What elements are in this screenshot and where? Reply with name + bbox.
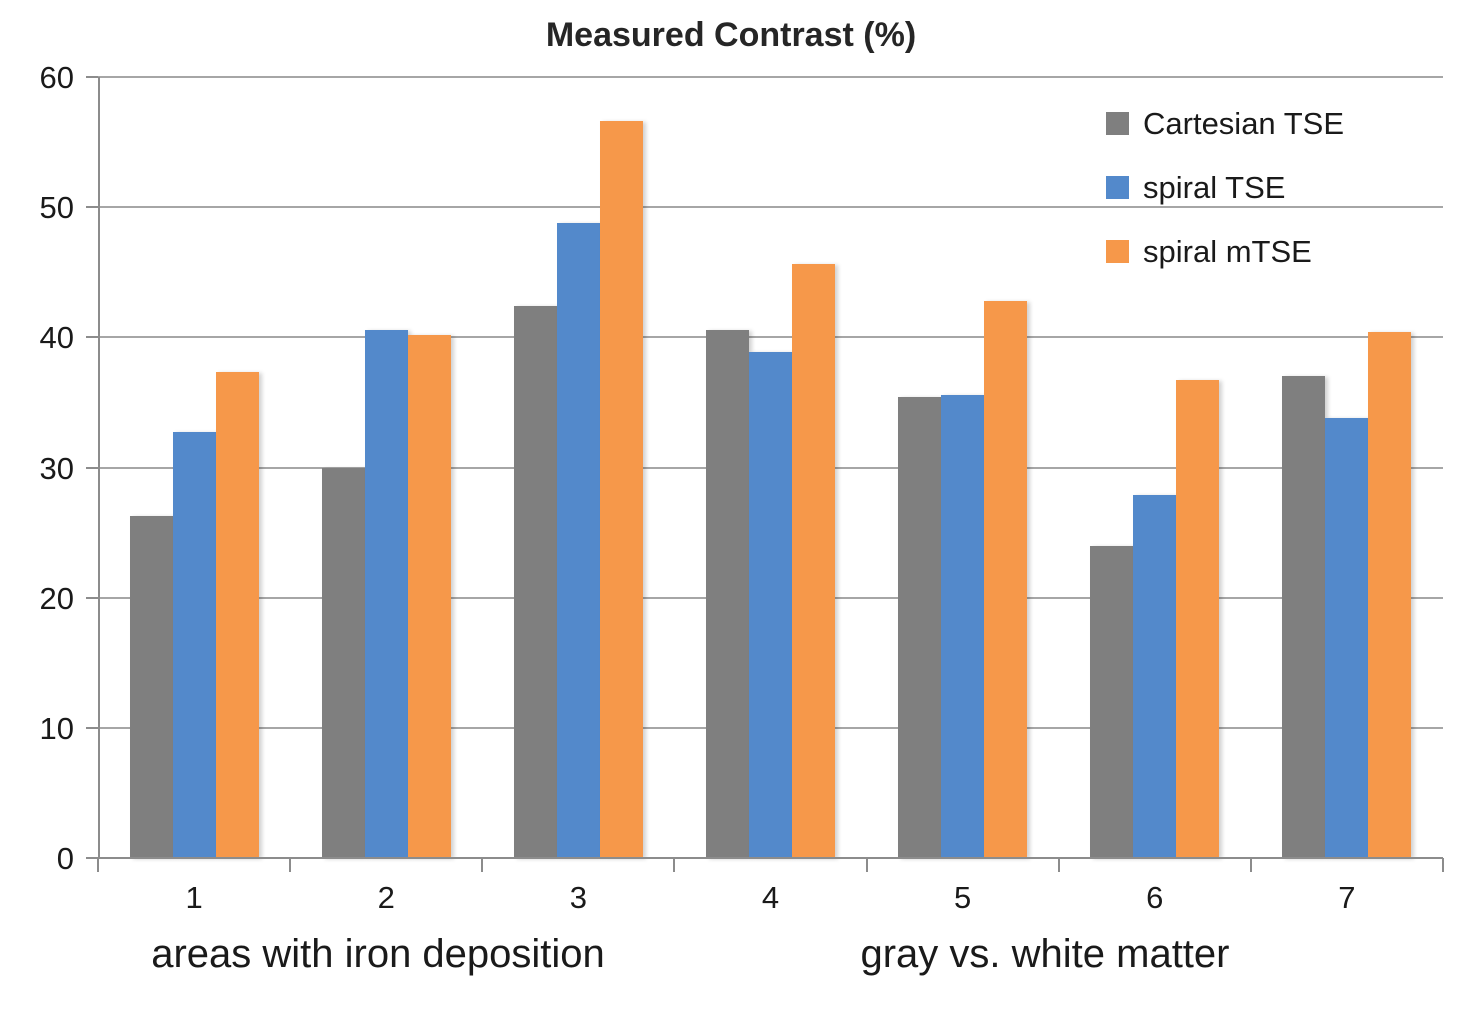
y-tick-10 bbox=[86, 726, 98, 729]
bar-cartesian-tse-5 bbox=[898, 397, 942, 858]
x-tick-boundary-4 bbox=[865, 858, 868, 872]
x-tick-boundary-1 bbox=[289, 858, 292, 872]
legend-item-spiral-tse: spiral TSE bbox=[1106, 172, 1344, 203]
y-tick-30 bbox=[86, 466, 98, 469]
y-axis-label-50: 50 bbox=[39, 190, 74, 226]
legend-label-spiral-tse: spiral TSE bbox=[1143, 170, 1286, 205]
x-axis-tick-labels: 1 2 3 4 5 6 7 bbox=[98, 880, 1443, 916]
gridline-y-50 bbox=[98, 206, 1443, 209]
plot-area bbox=[86, 76, 1444, 872]
bar-spiral-mtse-4 bbox=[791, 264, 835, 858]
bar-groups bbox=[98, 77, 1443, 858]
bar-spiral-mtse-7 bbox=[1368, 332, 1412, 858]
x-tick-boundary-5 bbox=[1057, 858, 1060, 872]
legend-swatch-spiral-mtse bbox=[1106, 240, 1129, 263]
y-axis-label-30: 30 bbox=[39, 450, 74, 486]
legend-label-spiral-mtse: spiral mTSE bbox=[1143, 234, 1312, 269]
legend-swatch-spiral-tse bbox=[1106, 176, 1129, 199]
x-axis-label-6: 6 bbox=[1146, 880, 1164, 915]
bar-cartesian-tse-3 bbox=[513, 306, 557, 858]
legend-swatch-cartesian-tse bbox=[1106, 112, 1129, 135]
x-axis-label-3: 3 bbox=[569, 880, 587, 915]
gridline-y-60 bbox=[98, 76, 1443, 78]
x-tick-boundary-6 bbox=[1249, 858, 1252, 872]
x-tick-boundary-3 bbox=[673, 858, 676, 872]
y-axis-line bbox=[98, 77, 100, 858]
bar-spiral-tse-3 bbox=[556, 222, 600, 858]
y-axis-label-0: 0 bbox=[56, 841, 74, 876]
bar-group-6 bbox=[1059, 77, 1251, 858]
bar-group-3 bbox=[482, 77, 674, 858]
group-caption-iron-deposition: areas with iron deposition bbox=[151, 932, 605, 976]
group-caption-gray-white-matter: gray vs. white matter bbox=[860, 932, 1230, 976]
bar-spiral-mtse-2 bbox=[407, 334, 451, 858]
y-axis-label-20: 20 bbox=[39, 580, 74, 616]
x-tick-boundary-2 bbox=[481, 858, 484, 872]
x-axis-label-1: 1 bbox=[185, 880, 203, 915]
x-axis-label-5: 5 bbox=[954, 880, 972, 915]
x-axis-label-7: 7 bbox=[1338, 880, 1356, 915]
bar-spiral-tse-2 bbox=[364, 329, 408, 858]
legend: Cartesian TSE spiral TSE spiral mTSE bbox=[1106, 108, 1344, 267]
x-axis-label-2: 2 bbox=[377, 880, 395, 915]
bar-cartesian-tse-4 bbox=[705, 329, 749, 858]
bar-cartesian-tse-1 bbox=[129, 515, 173, 858]
bar-spiral-tse-6 bbox=[1133, 494, 1177, 858]
y-tick-40 bbox=[86, 336, 98, 339]
y-axis-label-60: 60 bbox=[39, 60, 74, 95]
bar-spiral-mtse-1 bbox=[215, 372, 259, 858]
bar-group-4 bbox=[674, 77, 866, 858]
x-axis-line bbox=[98, 857, 1443, 859]
bar-group-2 bbox=[290, 77, 482, 858]
bar-spiral-mtse-3 bbox=[599, 121, 643, 858]
legend-label-cartesian-tse: Cartesian TSE bbox=[1143, 106, 1345, 141]
bar-group-5 bbox=[867, 77, 1059, 858]
bar-cartesian-tse-7 bbox=[1282, 376, 1326, 858]
bar-spiral-tse-7 bbox=[1325, 418, 1369, 858]
bar-spiral-mtse-6 bbox=[1176, 380, 1220, 858]
bar-spiral-tse-5 bbox=[941, 394, 985, 858]
bar-group-1 bbox=[98, 77, 290, 858]
gridline-y-40 bbox=[98, 336, 1443, 339]
y-axis-label-10: 10 bbox=[39, 710, 74, 746]
bar-spiral-mtse-5 bbox=[984, 300, 1028, 858]
bar-group-7 bbox=[1251, 77, 1443, 858]
y-tick-50 bbox=[86, 206, 98, 209]
y-axis-tick-labels: 0 10 20 30 40 50 60 bbox=[0, 62, 80, 874]
chart-title: Measured Contrast (%) bbox=[545, 16, 917, 54]
y-tick-0 bbox=[86, 857, 98, 859]
y-axis-label-40: 40 bbox=[39, 320, 74, 356]
y-tick-20 bbox=[86, 596, 98, 599]
legend-item-spiral-mtse: spiral mTSE bbox=[1106, 236, 1344, 267]
x-axis-label-4: 4 bbox=[761, 880, 780, 915]
legend-item-cartesian-tse: Cartesian TSE bbox=[1106, 108, 1344, 139]
x-tick-boundary-0 bbox=[97, 858, 99, 872]
bar-spiral-tse-4 bbox=[748, 351, 792, 858]
bar-spiral-tse-1 bbox=[172, 432, 216, 858]
bar-cartesian-tse-6 bbox=[1090, 545, 1134, 858]
bar-cartesian-tse-2 bbox=[321, 467, 365, 858]
y-tick-60 bbox=[86, 76, 98, 78]
x-tick-boundary-7 bbox=[1442, 858, 1444, 872]
